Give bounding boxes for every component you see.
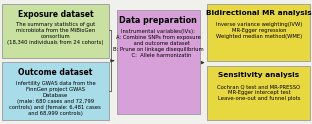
Text: Cochran Q test and MR-PRESSO
MR-Egger intercept test
Leave-one-out and funnel pl: Cochran Q test and MR-PRESSO MR-Egger in… (217, 84, 300, 101)
Text: Instrumental variables(IVs):
A: Combine SNPs from exposure
    and outcome datas: Instrumental variables(IVs): A: Combine … (113, 29, 204, 58)
FancyBboxPatch shape (207, 66, 310, 120)
Text: Exposure dataset: Exposure dataset (17, 10, 93, 19)
Text: Inverse variance weighting(IVW)
MR-Egger regression
Weighted median method(WME): Inverse variance weighting(IVW) MR-Egger… (216, 22, 302, 39)
FancyBboxPatch shape (207, 4, 310, 61)
FancyBboxPatch shape (117, 10, 200, 114)
Text: Outcome dataset: Outcome dataset (18, 68, 93, 77)
Text: The summary statistics of gut
microbiota from the MiBioGen
consortium
(18,340 in: The summary statistics of gut microbiota… (7, 22, 104, 45)
FancyBboxPatch shape (2, 62, 109, 120)
FancyBboxPatch shape (2, 4, 109, 58)
Text: Bidirectional MR analysis: Bidirectional MR analysis (206, 10, 312, 16)
Text: Infertility GWAS data from the
FinnGen project GWAS
Database
(male: 680 cases an: Infertility GWAS data from the FinnGen p… (9, 81, 101, 116)
Text: Sensitivity analysis: Sensitivity analysis (218, 72, 300, 78)
Text: Data preparation: Data preparation (119, 16, 197, 25)
